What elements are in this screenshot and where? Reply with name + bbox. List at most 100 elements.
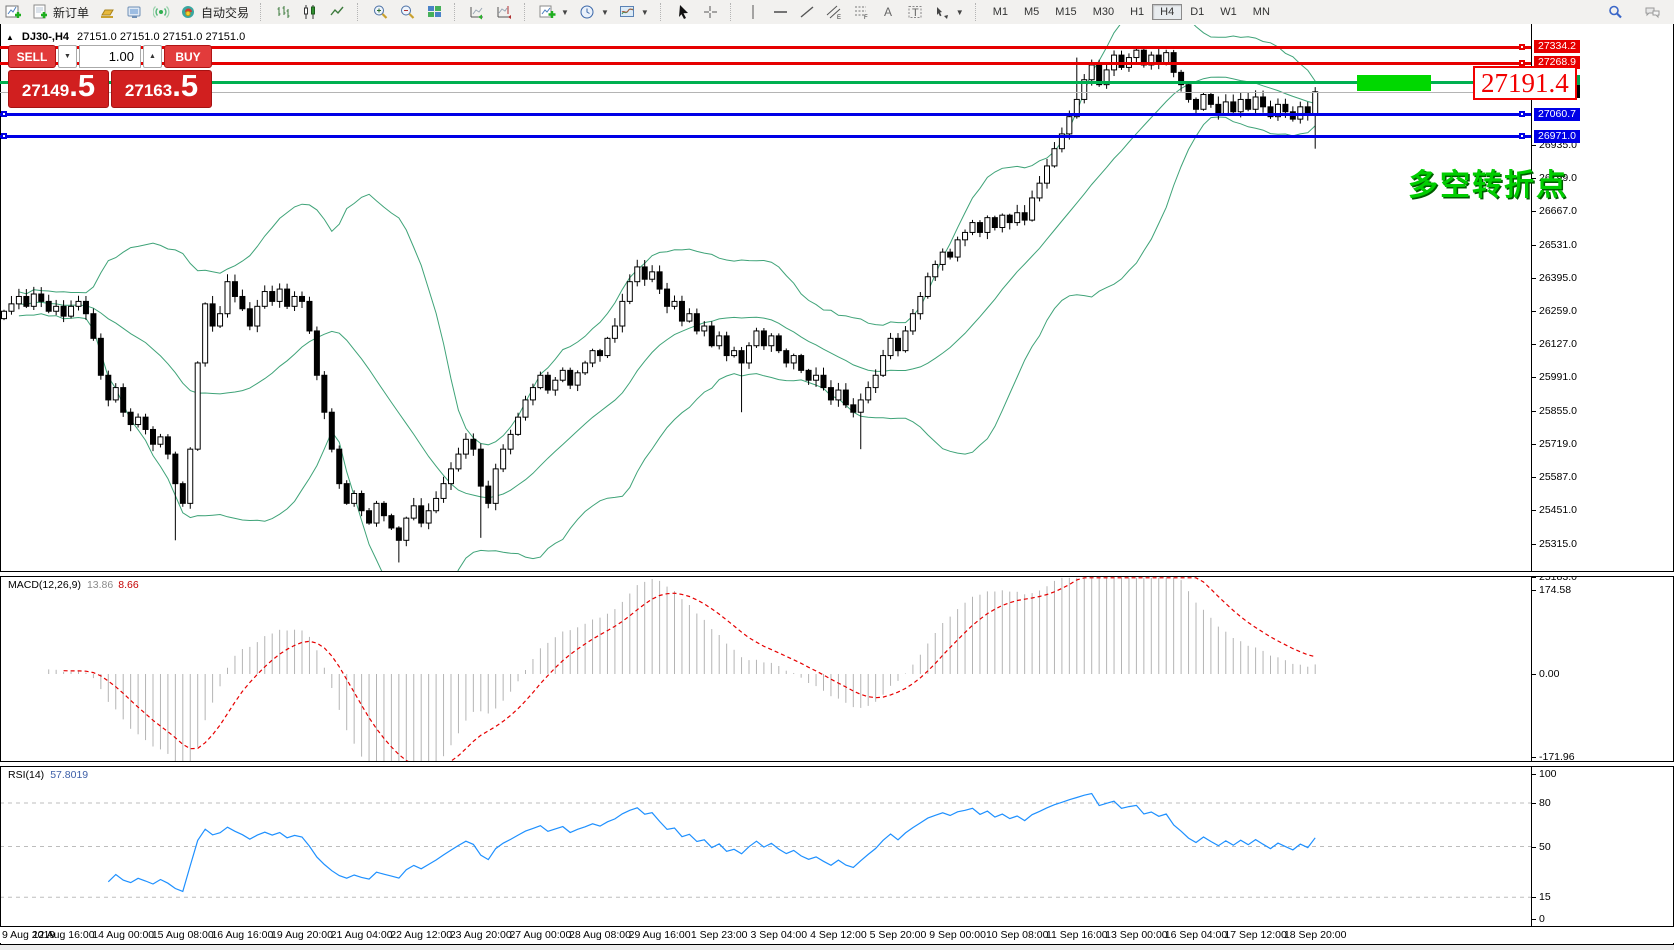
price-tick: [1532, 410, 1536, 412]
zoom-in-button[interactable]: [367, 2, 394, 22]
autotrading-icon: [180, 4, 197, 20]
timeframe-H4[interactable]: H4: [1152, 4, 1183, 20]
horizontal-line-27334.2[interactable]: [0, 46, 1531, 49]
price-tick: [1532, 510, 1536, 512]
text-button[interactable]: A: [875, 2, 902, 22]
line-chart-button[interactable]: [324, 2, 351, 22]
arrows-dropdown[interactable]: ▼: [929, 2, 969, 22]
chart-shift-button[interactable]: [491, 2, 518, 22]
search-button[interactable]: [1602, 2, 1629, 22]
price-tick-label: 25587.0: [1539, 470, 1577, 483]
pane-separator[interactable]: [0, 761, 1674, 767]
tile-windows-icon: [426, 4, 443, 20]
timeframe-M1[interactable]: M1: [985, 4, 1016, 20]
green-rectangle-annotation[interactable]: [1357, 75, 1431, 91]
crosshair-icon: [702, 4, 719, 20]
sell-price-box[interactable]: 27149.5: [8, 70, 109, 108]
line-handle[interactable]: [1, 133, 7, 139]
new-chart-plus-icon: [539, 4, 556, 20]
horizontal-line-icon: [772, 4, 789, 20]
line-handle[interactable]: [1519, 111, 1525, 117]
crosshair-button[interactable]: [697, 2, 724, 22]
dropdown-caret: ▼: [600, 7, 609, 17]
toolbar-separator: [260, 3, 267, 21]
time-axis[interactable]: 9 Aug 2019 12 Aug 16:00 14 Aug 00:00 15 Aug…: [0, 927, 1674, 943]
horizontal-line-26971[interactable]: [0, 135, 1531, 138]
community-chat-button[interactable]: [1639, 2, 1666, 22]
autotrading-button[interactable]: 自动交易: [175, 2, 254, 22]
timeframe-M30[interactable]: M30: [1085, 4, 1122, 20]
macd-label: MACD(12,26,9) 13.86 8.66: [8, 579, 139, 591]
rsi-panel[interactable]: [0, 766, 1531, 925]
buy-price-box[interactable]: 27163.5: [111, 70, 212, 108]
equidistant-channel-button[interactable]: E: [821, 2, 848, 22]
horizontal-line-button[interactable]: [767, 2, 794, 22]
signals-button[interactable]: [148, 2, 175, 22]
toolbar-separator: [357, 3, 364, 21]
sell-button[interactable]: SELL: [8, 45, 56, 68]
cursor-button[interactable]: [670, 2, 697, 22]
text-label-button[interactable]: T: [902, 2, 929, 22]
price-tick: [1532, 344, 1536, 345]
search-icon: [1607, 4, 1624, 20]
templates-dropdown[interactable]: ▼: [614, 2, 654, 22]
timeframe-H1[interactable]: H1: [1122, 4, 1152, 20]
dropdown-caret: ▼: [561, 7, 569, 17]
price-tick-label: 26799.0: [1539, 172, 1577, 185]
price-badge-26971.0: 26971.0: [1534, 129, 1580, 143]
toolbar-right: [1602, 2, 1666, 22]
timeframe-M5[interactable]: M5: [1016, 4, 1047, 20]
candlestick-button[interactable]: [297, 2, 324, 22]
zoom-out-button[interactable]: [394, 2, 421, 22]
new-chart-dropdown[interactable]: ▼: [534, 2, 574, 22]
line-handle[interactable]: [1, 111, 7, 117]
buy-button[interactable]: BUY: [164, 45, 212, 68]
new-order-button[interactable]: 新订单: [27, 2, 94, 22]
volume-increase-button[interactable]: ▲: [143, 45, 162, 68]
timeframe-D1[interactable]: D1: [1182, 4, 1212, 20]
vertical-line-button[interactable]: [740, 2, 767, 22]
sell-price-frac: .5: [69, 68, 96, 103]
clock-icon: [579, 4, 596, 20]
price-badge-27060.7: 27060.7: [1534, 107, 1580, 121]
line-handle[interactable]: [1519, 60, 1525, 66]
line-handle[interactable]: [1519, 44, 1525, 50]
price-chart[interactable]: [0, 25, 1531, 572]
tile-windows-button[interactable]: [421, 2, 448, 22]
horizontal-line-27151[interactable]: [0, 92, 1531, 93]
svg-text:F: F: [864, 15, 868, 20]
pane-separator[interactable]: [0, 571, 1674, 577]
price-callout-label[interactable]: 27191.4: [1473, 66, 1577, 100]
timeframe-MN[interactable]: MN: [1245, 4, 1278, 20]
volume-decrease-button[interactable]: ▼: [58, 45, 77, 68]
horizontal-line-27191.4[interactable]: [0, 81, 1531, 84]
timeframe-W1[interactable]: W1: [1212, 4, 1245, 20]
trendline-button[interactable]: [794, 2, 821, 22]
trendline-icon: [799, 4, 816, 20]
time-label: 27 Aug 00:00: [509, 929, 572, 941]
line-handle[interactable]: [1519, 133, 1525, 139]
auto-scroll-button[interactable]: [464, 2, 491, 22]
timeframe-M15[interactable]: M15: [1047, 4, 1084, 20]
price-tick-label: 25451.0: [1539, 504, 1577, 517]
macd-panel[interactable]: [0, 576, 1531, 761]
rsi-label: RSI(14) 57.8019: [8, 769, 89, 781]
periods-dropdown[interactable]: ▼: [574, 2, 614, 22]
metaeditor-button[interactable]: [121, 2, 148, 22]
time-label: 5 Sep 20:00: [869, 929, 927, 941]
collapse-triangle-icon[interactable]: ▲: [6, 32, 14, 42]
price-tick: [1532, 178, 1536, 180]
volume-input[interactable]: 1.00: [79, 45, 141, 68]
price-tick: [1532, 145, 1536, 146]
zoom-in-icon: [372, 4, 389, 20]
fibonacci-button[interactable]: F: [848, 2, 875, 22]
bar-chart-button[interactable]: [270, 2, 297, 22]
time-label: 12 Aug 16:00: [32, 929, 95, 941]
chinese-note-label[interactable]: 多空转折点: [1408, 169, 1568, 202]
window-bottom-edge: [0, 944, 1674, 950]
new-chart-button[interactable]: [0, 2, 27, 22]
market-watch-button[interactable]: [94, 2, 121, 22]
horizontal-line-27268.9[interactable]: [0, 62, 1531, 65]
bar-chart-icon: [275, 4, 292, 20]
horizontal-line-27060.7[interactable]: [0, 113, 1531, 116]
